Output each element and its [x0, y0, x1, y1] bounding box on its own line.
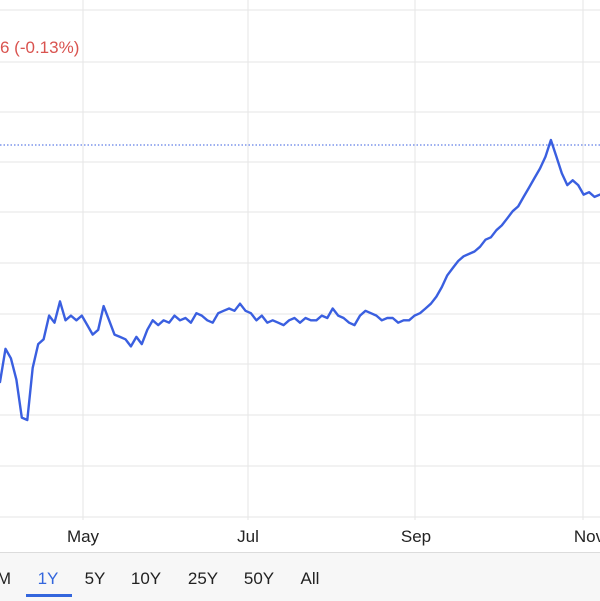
x-tick-label: Sep — [400, 527, 432, 546]
range-button-25y[interactable]: 25Y — [187, 569, 219, 588]
price-change-text: 6 (-0.13%) — [0, 38, 80, 57]
price-chart: 6 (-0.13%) — [0, 0, 600, 520]
range-button-all[interactable]: All — [300, 569, 320, 588]
x-tick-label: May — [66, 527, 100, 546]
active-range-underline — [26, 594, 72, 597]
x-tick-label: Jul — [237, 527, 259, 546]
range-button-50y[interactable]: 50Y — [243, 569, 275, 588]
range-button-5y[interactable]: 5Y — [84, 569, 106, 588]
range-button-m[interactable]: M — [0, 569, 12, 588]
price-series-line — [0, 138, 600, 422]
range-button-10y[interactable]: 10Y — [130, 569, 162, 588]
range-button-1y[interactable]: 1Y — [37, 569, 59, 588]
range-selector: M 1Y 5Y 10Y 25Y 50Y All — [0, 552, 600, 601]
x-tick-label: Nov — [573, 527, 600, 546]
chart-canvas — [0, 0, 600, 520]
